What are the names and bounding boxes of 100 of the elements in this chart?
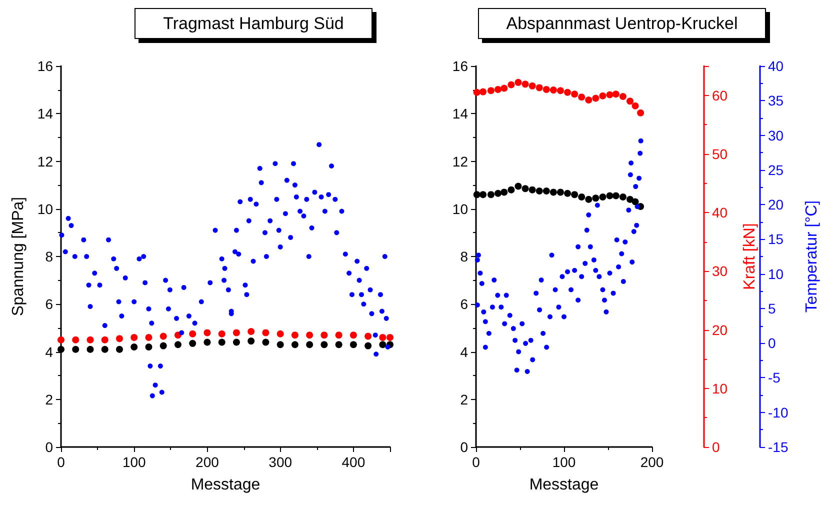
point bbox=[130, 343, 138, 350]
point bbox=[204, 329, 211, 336]
point bbox=[379, 334, 386, 341]
y2-tick-label: 20 bbox=[712, 322, 728, 338]
y-tick-label: 12 bbox=[452, 153, 468, 170]
point bbox=[262, 329, 270, 336]
point bbox=[571, 191, 578, 198]
point bbox=[599, 92, 606, 100]
point bbox=[218, 330, 226, 338]
y-tick-label: 2 bbox=[460, 391, 468, 408]
point bbox=[276, 330, 284, 338]
y-tick-label: 10 bbox=[37, 200, 54, 217]
point bbox=[204, 338, 211, 346]
point bbox=[632, 102, 639, 110]
y-tick-label: 0 bbox=[45, 439, 54, 455]
point bbox=[160, 332, 167, 340]
point bbox=[612, 192, 620, 200]
point bbox=[619, 92, 626, 100]
y-tick-label: 6 bbox=[460, 296, 468, 312]
point bbox=[262, 338, 270, 346]
point bbox=[160, 342, 167, 350]
point bbox=[619, 193, 626, 200]
point bbox=[350, 341, 357, 348]
point bbox=[528, 186, 536, 194]
point bbox=[500, 84, 508, 92]
point bbox=[592, 94, 600, 102]
y-tick-label: 14 bbox=[37, 106, 54, 122]
point bbox=[101, 336, 108, 344]
y2-tick-label: 60 bbox=[712, 87, 728, 104]
point bbox=[556, 87, 564, 94]
point bbox=[364, 332, 372, 340]
y2-tick-label: 0 bbox=[712, 439, 720, 455]
y3-tick-label: 15 bbox=[768, 231, 784, 248]
point bbox=[145, 334, 152, 341]
point bbox=[291, 332, 298, 339]
point bbox=[578, 94, 586, 101]
point bbox=[585, 96, 592, 104]
y3-tick-label: 25 bbox=[768, 162, 784, 178]
point bbox=[248, 328, 255, 336]
y-tick-label: 14 bbox=[452, 106, 468, 122]
point bbox=[320, 341, 328, 348]
y-tick-label: 0 bbox=[460, 439, 468, 455]
point bbox=[522, 80, 529, 88]
y-tick-label: 8 bbox=[460, 248, 468, 264]
y-tick-label: 16 bbox=[452, 58, 468, 74]
point bbox=[571, 90, 578, 98]
y2-tick-label: 40 bbox=[712, 204, 728, 221]
y3-tick-label: 0 bbox=[768, 335, 776, 352]
y3-tick-label: 20 bbox=[768, 196, 784, 213]
point bbox=[626, 196, 634, 203]
point bbox=[556, 188, 564, 196]
point bbox=[480, 191, 487, 198]
point bbox=[116, 335, 123, 342]
point bbox=[473, 88, 480, 96]
point bbox=[564, 190, 572, 197]
point bbox=[480, 88, 487, 96]
y-tick-label: 2 bbox=[45, 391, 54, 408]
point bbox=[606, 192, 614, 200]
x-tick-label: 100 bbox=[122, 454, 146, 470]
y-tick-label: 4 bbox=[45, 344, 54, 360]
y3-tick-label: -5 bbox=[768, 370, 781, 386]
point bbox=[291, 341, 298, 348]
point bbox=[514, 78, 522, 86]
point bbox=[86, 336, 94, 344]
point bbox=[350, 332, 357, 339]
y3-tick-label: 5 bbox=[768, 300, 776, 316]
point bbox=[174, 341, 182, 348]
y-tick-label: 16 bbox=[37, 58, 54, 74]
y3-tick-label: 10 bbox=[768, 266, 784, 282]
point bbox=[232, 338, 240, 346]
point bbox=[306, 332, 314, 339]
y3-tick-label: -15 bbox=[768, 439, 788, 455]
point bbox=[386, 334, 394, 341]
point bbox=[487, 87, 494, 94]
point bbox=[612, 90, 620, 98]
point bbox=[335, 341, 342, 348]
point bbox=[72, 346, 80, 353]
y-tick-label: 6 bbox=[45, 296, 54, 312]
chart-title: Tragmast Hamburg Süd bbox=[163, 14, 344, 33]
point bbox=[72, 336, 80, 344]
point bbox=[248, 338, 255, 345]
point bbox=[578, 193, 586, 200]
point bbox=[364, 342, 372, 350]
y-tick-label: 12 bbox=[37, 153, 54, 170]
x-tick-label: 0 bbox=[57, 454, 66, 470]
point bbox=[494, 86, 502, 93]
y3-tick-label: -10 bbox=[768, 404, 788, 420]
point bbox=[592, 194, 600, 202]
point bbox=[189, 330, 196, 338]
point bbox=[232, 329, 240, 336]
point bbox=[218, 338, 226, 346]
point bbox=[514, 182, 522, 190]
x-tick-label: 200 bbox=[640, 454, 664, 470]
y2-axis-title: Kraft [kN] bbox=[742, 223, 758, 290]
x-tick-label: 300 bbox=[268, 454, 292, 470]
point bbox=[626, 98, 634, 105]
point bbox=[116, 346, 123, 353]
point bbox=[564, 88, 572, 96]
point bbox=[130, 334, 138, 341]
x-tick-label: 400 bbox=[342, 454, 366, 470]
